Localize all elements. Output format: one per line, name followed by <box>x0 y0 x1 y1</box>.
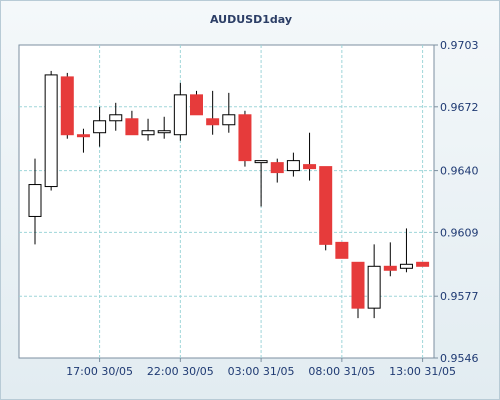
candle <box>367 244 381 319</box>
candle-body-bullish <box>173 94 187 136</box>
candle-body-bearish <box>383 265 397 271</box>
candle <box>60 72 74 139</box>
candle-body-bearish <box>351 261 365 309</box>
candle-body-bearish <box>60 76 74 136</box>
candle <box>351 261 365 319</box>
candle <box>125 110 139 136</box>
candle <box>157 116 171 139</box>
candle <box>399 228 413 273</box>
candle <box>222 92 236 133</box>
candle-body-bearish <box>76 134 90 138</box>
x-axis: 17:00 30/05 22:00 30/05 03:00 31/05 08:00 3… <box>66 358 456 378</box>
x-tick-label: 17:00 30/05 <box>66 365 133 378</box>
candle-body-bearish <box>206 118 220 126</box>
candle-body-bullish <box>367 265 381 309</box>
candle-body-bearish <box>416 261 430 267</box>
x-tick-label: 08:00 31/05 <box>308 365 375 378</box>
y-tick-label: 0.9546 <box>440 352 479 365</box>
candle <box>286 152 300 177</box>
candle-body-bearish <box>303 164 317 170</box>
candle-body-bullish <box>222 114 236 126</box>
y-axis: 0.9703 0.9672 0.9640 0.9609 0.9577 0.9546 <box>434 39 479 365</box>
y-tick-label: 0.9703 <box>440 39 479 52</box>
plot-area <box>18 44 435 359</box>
candle <box>93 106 107 147</box>
candle-body-bullish <box>286 160 300 172</box>
candle <box>76 128 90 153</box>
candle-body-bullish <box>141 130 155 136</box>
candle <box>254 160 268 207</box>
candle <box>238 110 252 167</box>
candle <box>141 118 155 141</box>
candle-body-bearish <box>125 118 139 136</box>
candle-body-bullish <box>399 263 413 269</box>
x-tick-label: 13:00 31/05 <box>389 365 456 378</box>
candle <box>416 261 430 267</box>
candle-body-bullish <box>109 114 123 122</box>
candles <box>28 70 430 319</box>
candle <box>28 158 42 245</box>
candle <box>335 241 349 259</box>
candle <box>109 102 123 131</box>
candle <box>206 90 220 135</box>
candle-body-bearish <box>190 94 203 116</box>
candle-body-bearish <box>270 162 284 174</box>
candle <box>173 82 187 141</box>
y-tick-label: 0.9609 <box>440 226 479 239</box>
candle <box>303 132 317 181</box>
y-tick-label: 0.9672 <box>440 101 479 114</box>
candle-body-bearish <box>335 241 349 259</box>
candle-body-bearish <box>319 166 333 245</box>
candle-body-bullish <box>93 120 107 134</box>
candle-body-bullish <box>44 74 58 188</box>
y-tick-label: 0.9577 <box>440 290 479 303</box>
candle <box>44 70 58 191</box>
chart-title: AUDUSD1day <box>210 13 292 26</box>
candle-body-bullish <box>254 160 268 164</box>
candle-body-bearish <box>238 114 252 162</box>
candle <box>383 242 397 277</box>
x-tick-label: 03:00 31/05 <box>228 365 295 378</box>
candle-body-bullish <box>157 130 171 134</box>
candle <box>190 90 203 116</box>
candle <box>319 166 333 251</box>
candle <box>270 158 284 183</box>
candle-body-bullish <box>28 184 42 217</box>
x-tick-label: 22:00 30/05 <box>147 365 214 378</box>
y-tick-label: 0.9640 <box>440 165 479 178</box>
